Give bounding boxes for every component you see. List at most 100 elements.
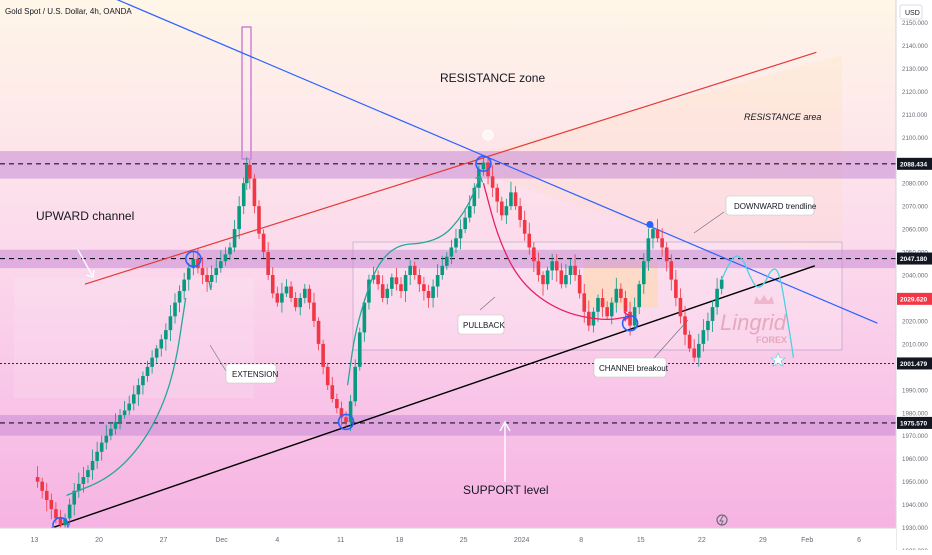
candle-body	[186, 268, 191, 280]
downward-trendline[interactable]	[116, 0, 878, 324]
candle-body	[232, 229, 237, 248]
price-tick-label: 2080.000	[902, 181, 928, 188]
candle-body	[177, 291, 182, 303]
upward-channel-upper[interactable]	[84, 51, 817, 285]
candle-body	[173, 302, 177, 317]
time-tick-label: 29	[759, 537, 767, 544]
channel-breakout-callout: CHANNEl breakout	[593, 319, 689, 378]
candle-body	[710, 307, 715, 321]
price-badge	[897, 252, 932, 265]
symbol-title: Gold Spot / U.S. Dollar, 4h, OANDA	[5, 7, 132, 16]
candle-body	[559, 270, 564, 285]
candle-body	[86, 470, 90, 478]
candle-body	[664, 247, 669, 262]
channel-box	[14, 278, 254, 398]
price-tick-label: 2120.000	[902, 89, 928, 96]
downward-trendline-label: DOWNWARD trendline	[734, 202, 817, 211]
arrow-up-extension	[208, 280, 212, 291]
price-tick-label: 2020.000	[902, 318, 928, 325]
candle-body	[467, 206, 472, 218]
candle-body	[159, 339, 164, 349]
time-tick-label: 27	[160, 537, 168, 544]
candle-body	[394, 277, 399, 285]
candle-body	[582, 293, 587, 312]
candle-body	[637, 284, 642, 308]
price-tick-label: 1990.000	[902, 387, 928, 394]
pullback-callout: PULLBACK	[457, 296, 505, 335]
candle-body	[72, 490, 77, 505]
time-tick-label: Dec	[215, 537, 228, 544]
candle-body	[674, 279, 678, 298]
time-axis[interactable]	[0, 528, 896, 550]
candle-body	[49, 499, 54, 510]
time-tick-label: 2024	[514, 537, 530, 544]
candle-body	[596, 297, 600, 312]
candle-body	[150, 357, 154, 367]
price-tick-label: 1940.000	[902, 502, 928, 509]
extension-arrow	[66, 297, 187, 496]
resistance-level-zone	[0, 151, 896, 179]
price-tick-label: 2040.000	[902, 273, 928, 280]
candle-body	[367, 279, 371, 303]
time-axis-ticks: 13 20 27 Dec 4 11 18 25 2024 8 15 22 29 Feb 6	[30, 537, 861, 544]
pivot-markers	[52, 155, 654, 534]
price-tick-label: 2070.000	[902, 204, 928, 211]
support-touch-marker	[337, 413, 355, 431]
candle-body	[275, 293, 280, 303]
swing-marker	[185, 250, 202, 268]
candle-body	[651, 229, 655, 239]
candle-body	[715, 288, 719, 308]
candle-body	[683, 316, 687, 335]
candle-body	[95, 451, 99, 461]
channel-touch-marker	[621, 314, 639, 332]
candle-body	[678, 297, 683, 317]
time-tick-label: 6	[857, 537, 861, 544]
candle-body	[307, 288, 312, 303]
candle-body	[219, 261, 223, 269]
currency-label: USD	[905, 10, 920, 17]
candle-body	[431, 286, 435, 298]
price-badge-label: 2047.180	[900, 256, 927, 263]
candle-body	[458, 229, 463, 239]
candle-body	[228, 247, 232, 255]
candle-body	[362, 302, 367, 333]
price-tick-label: 1980.000	[902, 410, 928, 417]
watermark: Lingrid FOREX	[720, 295, 787, 345]
price-axis[interactable]	[896, 0, 932, 550]
candle-body	[614, 288, 619, 303]
candle-body	[35, 477, 40, 482]
candle-body	[214, 268, 219, 276]
support-trendline[interactable]	[32, 265, 816, 536]
candle-body	[289, 286, 293, 298]
candle-body	[472, 187, 477, 207]
candle-body	[440, 265, 445, 276]
candle-body	[380, 284, 385, 298]
candle-body	[628, 311, 632, 326]
time-tick-label: Feb	[801, 537, 813, 544]
candle-body	[701, 330, 706, 344]
replay-icon[interactable]	[716, 514, 728, 526]
price-tick-label: 1950.000	[902, 479, 928, 486]
time-tick-label: 22	[698, 537, 706, 544]
candle-body	[545, 270, 550, 285]
candle-body	[252, 178, 257, 207]
candle-body	[426, 291, 431, 298]
candle-body	[412, 265, 417, 276]
candle-body	[104, 435, 109, 443]
upward-channel-label: UPWARD channel	[36, 209, 134, 223]
candle-body	[127, 403, 132, 411]
rally-arrow	[346, 176, 482, 386]
candle-body	[244, 164, 249, 184]
flag-icon[interactable]	[482, 129, 494, 141]
candle-body	[335, 398, 339, 409]
candle-body	[541, 275, 545, 285]
candle-body	[298, 297, 303, 308]
currency-button[interactable]: USD	[899, 4, 923, 20]
candle-body	[481, 162, 486, 170]
candles	[35, 155, 724, 537]
candle-body	[136, 385, 141, 395]
rally-arrowhead	[475, 175, 484, 183]
candle-body	[357, 332, 362, 367]
